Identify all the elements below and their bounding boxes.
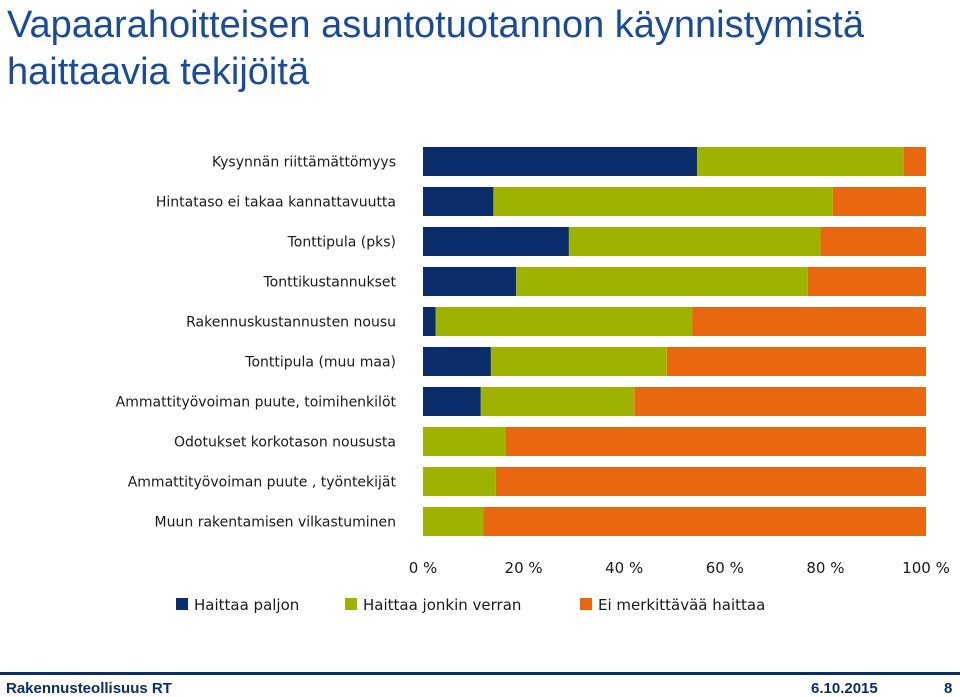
x-tick-label: 20 % [505,559,543,577]
bar-group [423,147,926,536]
bar-segment-series-2 [480,387,635,416]
category-label: Ammattityövoiman puute , työntekijät [128,475,397,491]
bar-segment-series-1 [423,307,436,336]
category-labels: Kysynnän riittämättömyys Hintataso ei tak… [116,155,397,531]
x-tick-label: 80 % [806,559,844,577]
bar-segment-series-1 [423,187,494,216]
category-label: Tonttipula (muu maa) [244,355,396,371]
x-tick-label: 100 % [902,559,950,577]
bar-segment-series-3 [903,147,926,176]
x-tick-label: 60 % [706,559,744,577]
x-tick-label: 40 % [605,559,643,577]
bar-segment-series-2 [697,147,904,176]
bar-segment-series-1 [423,267,517,296]
legend-label: Haittaa paljon [194,596,299,614]
bar-segment-series-2 [568,227,821,256]
bar-segment-series-2 [423,427,506,456]
legend: Haittaa paljon Haittaa jonkin verran Ei me… [176,596,765,614]
legend-swatch [580,598,592,610]
bar-segment-series-1 [423,387,481,416]
bar-segment-series-3 [495,467,926,496]
bar-segment-series-2 [490,347,667,376]
bar-segment-series-3 [483,507,926,536]
legend-swatch [345,598,357,610]
footer-date: 6.10.2015 [811,680,878,697]
bar-segment-series-1 [423,227,569,256]
legend-label: Ei merkittävää haittaa [598,596,765,614]
category-label: Ammattityövoiman puute, toimihenkilöt [116,395,397,411]
x-axis: 0 % 20 % 40 % 60 % 80 % 100 % [409,559,950,577]
slide-title: Vapaarahoitteisen asuntotuotannon käynni… [7,4,864,93]
bar-segment-series-2 [435,307,693,336]
category-label: Kysynnän riittämättömyys [212,155,396,171]
category-label: Odotukset korkotason noususta [174,435,396,451]
bar-segment-series-3 [820,227,926,256]
bar-segment-series-2 [516,267,808,296]
bar-segment-series-2 [423,467,496,496]
category-label: Tonttipula (pks) [287,235,396,251]
footer-organization: Rakennusteollisuus RT [6,680,172,697]
bar-segment-series-3 [692,307,926,336]
bar-segment-series-3 [667,347,926,376]
bar-segment-series-1 [423,347,491,376]
legend-label: Haittaa jonkin verran [363,596,521,614]
bar-segment-series-3 [506,427,926,456]
footer-page-number: 8 [944,680,953,697]
bar-segment-series-2 [423,507,484,536]
category-label: Rakennuskustannusten nousu [186,315,396,331]
x-tick-label: 0 % [409,559,438,577]
category-label: Muun rakentamisen vilkastuminen [155,515,396,531]
legend-swatch [176,598,188,610]
category-label: Tonttikustannukset [262,275,396,291]
bar-segment-series-3 [634,387,926,416]
bar-segment-series-3 [807,267,926,296]
bar-segment-series-2 [493,187,833,216]
category-label: Hintataso ei takaa kannattavuutta [156,195,396,211]
footer-divider [0,672,960,675]
bar-segment-series-1 [423,147,698,176]
bar-segment-series-3 [832,187,926,216]
